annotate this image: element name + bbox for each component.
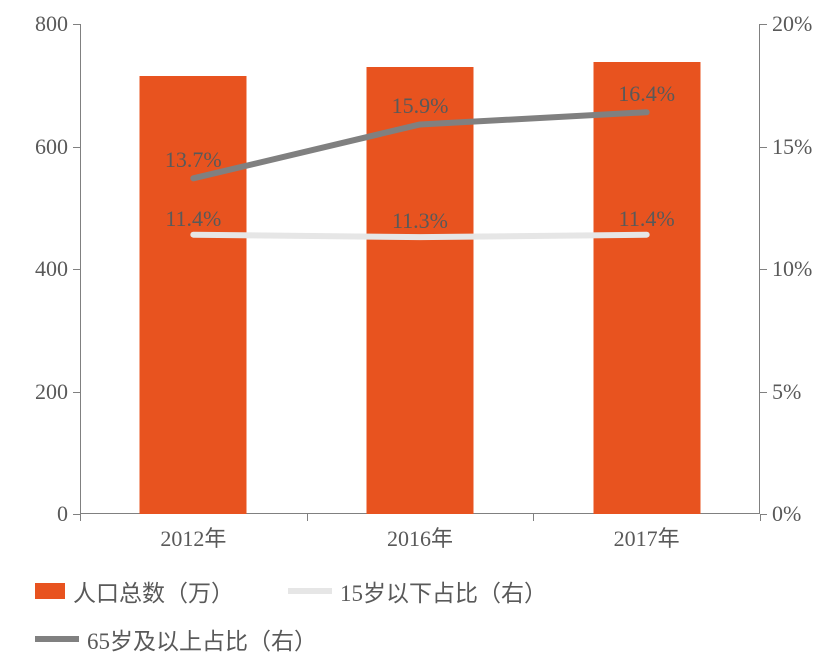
y1-tick: [73, 269, 80, 270]
y2-tick-label: 0%: [772, 503, 801, 525]
legend-label-bar: 人口总数（万）: [73, 574, 234, 608]
x-tick: [533, 514, 534, 521]
legend: 人口总数（万） 15岁以下占比（右） 65岁及以上占比（右）: [35, 574, 805, 670]
y1-tick-label: 400: [35, 258, 68, 280]
data-label-over65: 16.4%: [618, 81, 675, 107]
x-tick-label: 2016年: [387, 528, 453, 550]
line-under15: [193, 235, 646, 237]
y1-tick: [73, 24, 80, 25]
y2-tick: [760, 24, 767, 25]
population-chart: 0 200 400 600 800 0% 5% 10% 15% 20% 2012年 2016年 20…: [0, 0, 836, 670]
line-over65: [193, 112, 646, 178]
x-tick: [307, 514, 308, 521]
x-tick-label: 2012年: [160, 528, 226, 550]
legend-swatch-over65: [35, 636, 79, 642]
y1-tick: [73, 147, 80, 148]
y1-tick: [73, 514, 80, 515]
y2-tick-label: 5%: [772, 381, 801, 403]
x-tick: [760, 514, 761, 521]
y1-tick-label: 0: [57, 503, 68, 525]
y2-tick: [760, 514, 767, 515]
y2-tick: [760, 147, 767, 148]
data-label-over65: 15.9%: [392, 93, 449, 119]
y1-tick-label: 200: [35, 381, 68, 403]
legend-item-over65: 65岁及以上占比（右）: [35, 622, 317, 656]
data-label-under15: 11.4%: [165, 206, 221, 232]
y2-tick: [760, 269, 767, 270]
legend-label-over65: 65岁及以上占比（右）: [87, 622, 317, 656]
y2-tick-label: 10%: [772, 258, 812, 280]
y1-tick: [73, 392, 80, 393]
y2-tick-label: 20%: [772, 13, 812, 35]
legend-label-under15: 15岁以下占比（右）: [340, 574, 547, 608]
legend-swatch-under15: [288, 588, 332, 594]
plot-area: 0200400600800 0%5%10%15%20% 2012年2016年20…: [80, 24, 760, 514]
data-label-under15: 11.3%: [392, 208, 448, 234]
y2-tick: [760, 392, 767, 393]
legend-item-under15: 15岁以下占比（右）: [288, 574, 547, 608]
x-tick-label: 2017年: [614, 528, 680, 550]
legend-swatch-bar: [35, 583, 65, 599]
x-tick: [80, 514, 81, 521]
y1-tick-label: 600: [35, 136, 68, 158]
data-label-over65: 13.7%: [165, 147, 222, 173]
data-label-under15: 11.4%: [619, 206, 675, 232]
y2-tick-label: 15%: [772, 136, 812, 158]
y1-tick-label: 800: [35, 13, 68, 35]
legend-item-bar: 人口总数（万）: [35, 574, 234, 608]
